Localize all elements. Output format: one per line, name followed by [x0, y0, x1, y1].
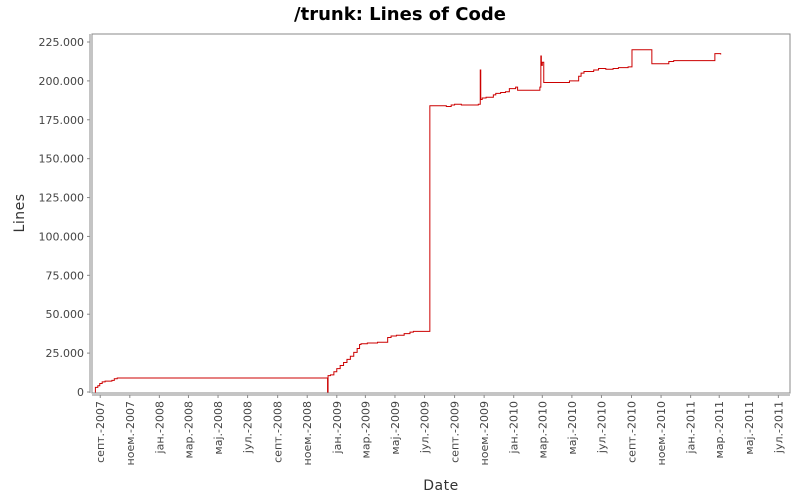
x-tick-label: јул.-2011	[772, 401, 785, 454]
y-axis-label: Lines	[12, 194, 28, 233]
x-tick-label: јан.-2008	[153, 401, 166, 454]
x-tick-label: мар.-2010	[536, 401, 549, 458]
x-tick-label: ноем.-2008	[301, 401, 314, 465]
x-tick-label: септ.-2010	[625, 401, 638, 463]
series-line	[94, 49, 722, 393]
x-tick-label: ноем.-2010	[655, 401, 668, 465]
x-tick-label: мај.-2009	[389, 401, 402, 455]
x-tick-label: септ.-2008	[272, 401, 285, 463]
x-tick-label: јан.-2011	[685, 401, 698, 454]
x-tick-label: мај.-2011	[743, 401, 756, 455]
y-tick-label: 75.000	[46, 269, 85, 282]
y-tick-label: 200.000	[39, 75, 85, 88]
x-tick-label: ноем.-2007	[124, 401, 137, 465]
y-axis: 0 25.000 50.000 75.000 100.000 125.000 150.000…	[39, 34, 91, 399]
y-tick-label: 100.000	[39, 230, 85, 243]
x-tick-label: јул.-2009	[419, 401, 432, 454]
x-tick-label: јан.-2010	[508, 401, 521, 454]
x-axis-label: Date	[423, 478, 458, 494]
y-tick-label: 225.000	[39, 36, 85, 49]
x-tick-label: мај.-2010	[566, 401, 579, 455]
y-tick-label: 0	[77, 386, 84, 399]
x-tick-label: септ.-2007	[94, 401, 107, 463]
x-tick-label: мар.-2011	[713, 401, 726, 458]
x-axis: септ.-2007 ноем.-2007 јан.-2008 мар.-2008 ма…	[92, 394, 790, 465]
y-tick-label: 25.000	[46, 347, 85, 360]
y-tick-label: 175.000	[39, 114, 85, 127]
x-tick-label: мар.-2009	[359, 401, 372, 458]
y-tick-label: 50.000	[46, 308, 85, 321]
x-tick-label: мај.-2008	[212, 401, 225, 455]
x-tick-label: мар.-2008	[182, 401, 195, 458]
y-tick-label: 150.000	[39, 153, 85, 166]
chart-title: /trunk: Lines of Code	[294, 4, 506, 25]
series-group	[94, 49, 722, 393]
x-tick-label: ноем.-2009	[478, 401, 491, 465]
y-tick-label: 125.000	[39, 192, 85, 205]
plot-area	[91, 33, 791, 394]
x-tick-label: јул.-2010	[595, 401, 608, 454]
x-tick-label: јан.-2009	[331, 401, 344, 454]
x-tick-label: септ.-2009	[449, 401, 462, 463]
x-tick-label: јул.-2008	[242, 401, 255, 454]
